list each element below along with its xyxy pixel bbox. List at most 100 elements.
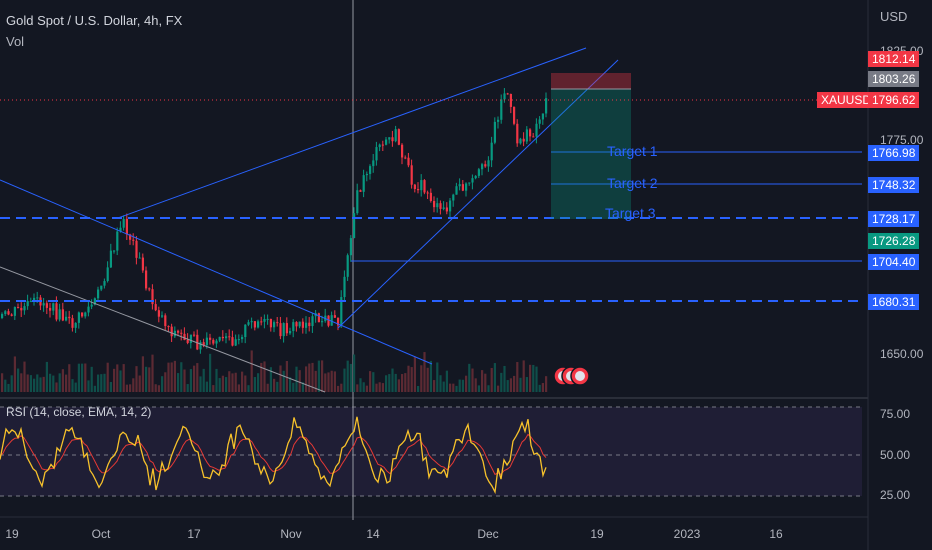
price-tag-target-3: 1728.17 [868,211,920,227]
volume-bar [170,362,173,392]
rsi-indicator-label[interactable]: RSI (14, close, EMA, 14, 2) [6,405,152,419]
candle [365,173,368,176]
volume-bar [493,363,496,392]
volume-bar [365,385,368,392]
volume-bar [90,366,93,392]
volume-bar [215,368,218,392]
volume-bar [279,365,282,392]
candle [276,322,279,324]
volume-bar [481,370,484,392]
candle [349,238,352,256]
candle [378,144,381,148]
time-tick: Nov [280,527,302,541]
candle [445,207,448,212]
candle [4,311,7,315]
time-tick: 16 [769,527,783,541]
candle [58,309,61,320]
volume-bar [1,373,4,392]
volume-bar [97,374,100,392]
volume-bar [503,365,506,392]
candle [439,203,442,209]
volume-bar [199,376,202,392]
candle [372,160,375,167]
candle [196,334,199,350]
volume-bar [295,366,298,392]
volume-bar [4,379,7,392]
volume-bar [87,380,90,392]
candle [420,180,423,191]
candle [327,315,330,326]
candle [541,113,544,120]
volume-bar [145,366,148,392]
candle [260,321,263,323]
volume-bar [474,378,477,392]
volume-bar [516,362,519,392]
candle [413,184,416,190]
candle [458,184,461,187]
candle [141,257,144,271]
candle [401,144,404,158]
volume-bar [247,385,250,392]
volume-bar [273,378,276,392]
volume-bar [157,385,160,392]
candle [305,322,308,328]
volume-bar [362,382,365,392]
volume-bar [253,377,256,392]
candle [84,312,87,317]
volume-bar [164,372,167,392]
volume-bar [49,373,52,392]
volume-bar [497,385,500,392]
rsi-tick: 50.00 [880,448,911,462]
volume-bar [218,378,221,392]
candle [103,281,106,286]
volume-bar [7,383,10,392]
price-tag-entry: 1803.26 [868,71,920,87]
volume-bar [141,356,144,392]
candle [212,339,215,344]
volume-bar [289,377,292,392]
volume-bar [404,373,407,392]
candle [1,314,4,318]
chart-title: Gold Spot / U.S. Dollar, 4h, FX [6,13,183,28]
time-tick: 19 [5,527,19,541]
volume-bar [61,369,64,392]
volume-bar [20,373,23,392]
target-1-label: Target 1 [607,143,658,159]
volume-bar [397,379,400,392]
candle [346,255,349,277]
candle [129,234,132,240]
volume-bar [525,377,528,392]
candle [173,330,176,337]
volume-bar [180,362,183,392]
rsi-tick: 75.00 [880,407,911,421]
volume-bar [84,363,87,392]
candle [97,289,100,299]
volume-bar [151,354,154,392]
volume-bar [58,373,61,392]
candle [13,307,16,316]
volume-bar [330,370,333,392]
candle [183,333,186,340]
candle [180,332,183,334]
candle [506,93,509,95]
volume-bar [212,385,215,392]
candle [356,190,359,214]
candle [388,137,391,140]
candle [109,250,112,268]
candle [33,297,36,302]
volume-bar [314,370,317,392]
candle [285,323,288,334]
candle [500,99,503,120]
candle [253,321,256,328]
candle [538,119,541,124]
candle [228,336,231,338]
currency-label[interactable]: USD [880,9,908,24]
volume-bar [36,374,39,392]
volume-bar [311,362,314,392]
candle [250,321,253,323]
candle [468,182,471,184]
volume-bar [250,350,253,392]
volume-bar [455,385,458,392]
volume-bar [68,364,71,392]
